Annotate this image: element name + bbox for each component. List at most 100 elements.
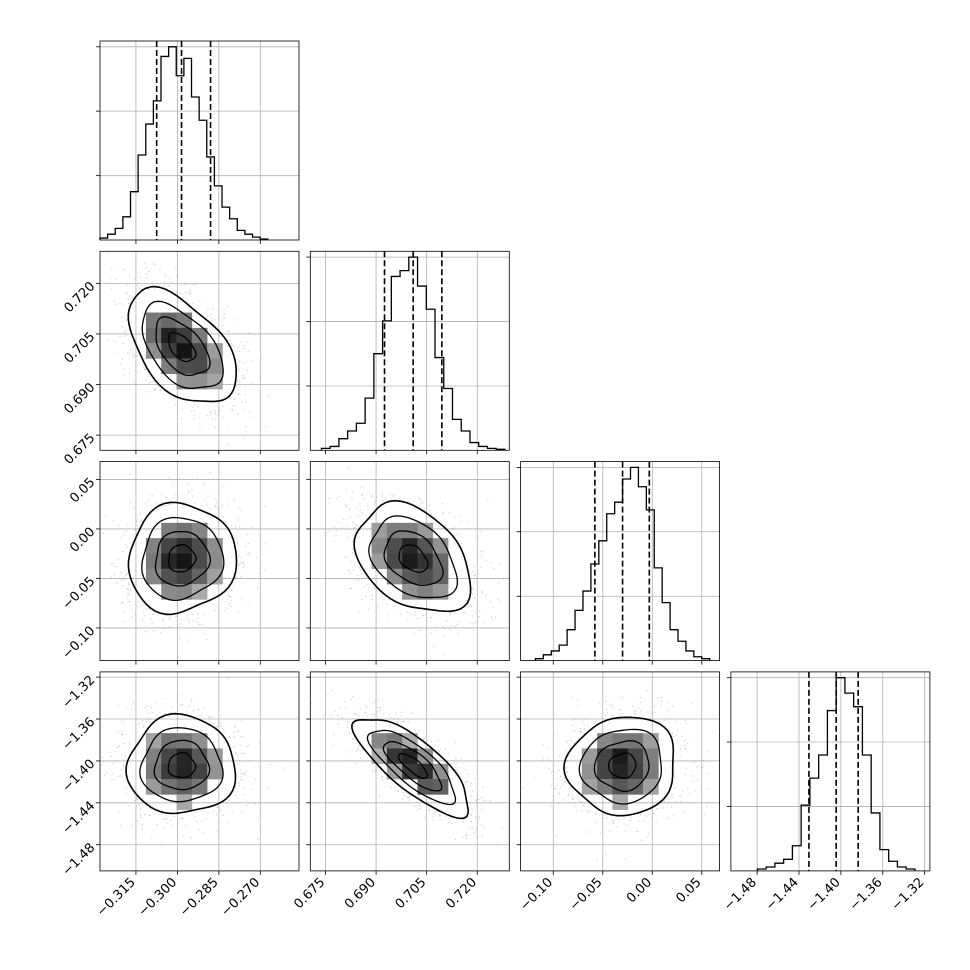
x-tick-label: 0.675 [291, 875, 328, 912]
density-cell [417, 553, 434, 570]
contour-line [125, 712, 237, 815]
x-tick-label: −1.36 [847, 875, 886, 914]
density-cell [643, 748, 659, 765]
x-tick-label: −0.10 [517, 875, 556, 914]
contour-line [366, 729, 457, 806]
contour-line [153, 739, 211, 791]
density-cell [417, 779, 434, 795]
density-cell [371, 538, 388, 554]
density-cell [176, 522, 193, 539]
contour-line [154, 530, 212, 587]
density-cell [176, 343, 193, 359]
x-tick-label: 0.05 [674, 875, 705, 906]
y-tick-label: −1.32 [60, 673, 99, 712]
density-panel [107, 252, 270, 446]
density-cell [581, 763, 598, 780]
contour-line [168, 331, 197, 363]
contour-line [563, 716, 675, 817]
density-cell [191, 373, 208, 390]
density-cell [402, 538, 418, 554]
density-cell [191, 584, 208, 600]
contour-line [141, 516, 225, 602]
scatter-points [325, 467, 504, 655]
density-cell [191, 779, 208, 795]
y-tick-label: −1.48 [60, 840, 99, 879]
y-tick-label: 0.00 [67, 525, 98, 556]
density-cell [597, 733, 613, 749]
density-cell [627, 779, 644, 795]
density-cell [371, 553, 388, 570]
y-tick-label: 0.720 [61, 279, 98, 316]
density-panel [325, 467, 504, 655]
contour-line [368, 515, 459, 599]
density-cell [145, 312, 162, 329]
density-cell [402, 522, 418, 539]
panel-frame [520, 461, 720, 662]
density-cell [417, 538, 434, 554]
y-tick-label: −1.44 [60, 799, 99, 838]
contour-line [167, 752, 197, 779]
density-panel [310, 689, 503, 846]
density-cell [176, 553, 193, 570]
density-cell [161, 358, 177, 375]
density-cell [161, 522, 177, 539]
contour-line [593, 740, 650, 793]
x-tick-label: −0.300 [136, 875, 181, 920]
y-tick-label: −0.05 [60, 574, 99, 613]
density-cell [161, 538, 177, 554]
density-cell [161, 568, 177, 585]
y-tick-label: −1.40 [60, 757, 99, 796]
density-panel [101, 677, 285, 846]
density-cell [176, 538, 193, 554]
y-tick-label: 0.675 [61, 431, 98, 468]
density-cell [643, 779, 659, 795]
density-cell [161, 733, 177, 749]
density-cell [612, 794, 629, 810]
x-tick-label: 0.00 [624, 875, 655, 906]
density-cell [207, 553, 223, 570]
density-cell [207, 568, 223, 585]
density-cell [207, 748, 223, 765]
density-cell [627, 748, 644, 765]
density-cell [402, 553, 418, 570]
density-cell [176, 779, 193, 795]
x-tick-label: −1.32 [889, 875, 928, 914]
panel-frame [99, 461, 300, 662]
density-panel [522, 690, 720, 861]
x-tick-label: −1.48 [721, 875, 760, 914]
y-tick-label: 0.05 [67, 475, 98, 506]
density-cell [417, 568, 434, 585]
density-cell [597, 748, 613, 765]
density-cell [417, 584, 434, 600]
density-cell [176, 373, 193, 390]
histogram-step [99, 46, 269, 240]
density-cell [191, 748, 208, 765]
contour-line [351, 718, 470, 820]
density-cell [176, 568, 193, 585]
density-cell [161, 584, 177, 600]
y-tick-label: 0.690 [61, 380, 98, 417]
grid-lines [310, 251, 510, 451]
panel-frame [99, 40, 300, 241]
density-cell [417, 748, 434, 765]
x-tick-label: 0.705 [393, 875, 430, 912]
density-cell [371, 733, 388, 749]
x-tick-label: −0.270 [219, 875, 264, 920]
x-tick-label: −0.315 [94, 875, 139, 920]
density-cell [145, 553, 162, 570]
density-cell [176, 584, 193, 600]
density-cell [432, 553, 449, 570]
density-cell [145, 327, 162, 344]
x-tick-label: −0.05 [567, 875, 606, 914]
density-cell [612, 733, 629, 749]
contour-line [608, 752, 637, 779]
density-cell [207, 343, 223, 359]
panel-frame [520, 671, 720, 872]
panel-frame [309, 250, 510, 451]
contour-line [578, 728, 662, 805]
panel-frame [309, 671, 510, 872]
y-tick-label: 0.705 [61, 330, 98, 367]
density-cell [612, 779, 629, 795]
contour-line [353, 499, 472, 613]
density-cell [597, 779, 613, 795]
